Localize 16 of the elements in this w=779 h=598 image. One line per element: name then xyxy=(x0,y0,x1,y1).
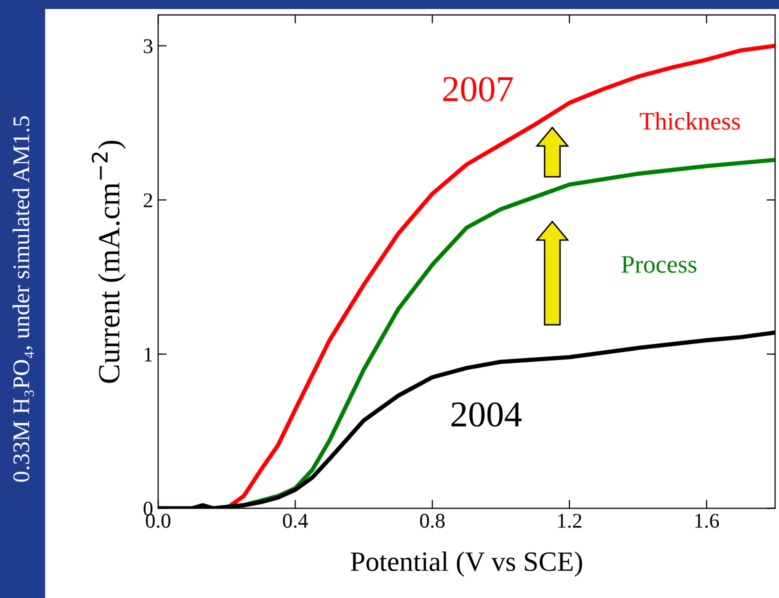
text: 0.33M H₃PO₄, under simulated AM1.5 xyxy=(12,116,34,482)
annotation: Thickness xyxy=(640,112,740,130)
y-tick-label: 3 xyxy=(144,39,152,54)
y-tick-label: 0 xyxy=(144,502,152,516)
annotation: Process xyxy=(622,256,696,273)
series-label: 2004 xyxy=(451,402,522,427)
y-tick-label: 1 xyxy=(144,348,152,362)
x-tick-label: 1.2 xyxy=(558,514,582,528)
x-axis-title: Potential (V vs SCE) xyxy=(350,552,582,577)
y-axis-title: Current (mA.cm$^{−2}$) xyxy=(92,140,126,383)
x-tick-label: 0.8 xyxy=(420,514,445,528)
y-tick-label: 2 xyxy=(144,193,152,208)
x-tick-label: 1.6 xyxy=(695,514,719,528)
x-tick-label: 0.0 xyxy=(146,514,170,528)
x-tick-label: 0.4 xyxy=(283,514,308,528)
series-label: 2007 xyxy=(443,76,513,102)
